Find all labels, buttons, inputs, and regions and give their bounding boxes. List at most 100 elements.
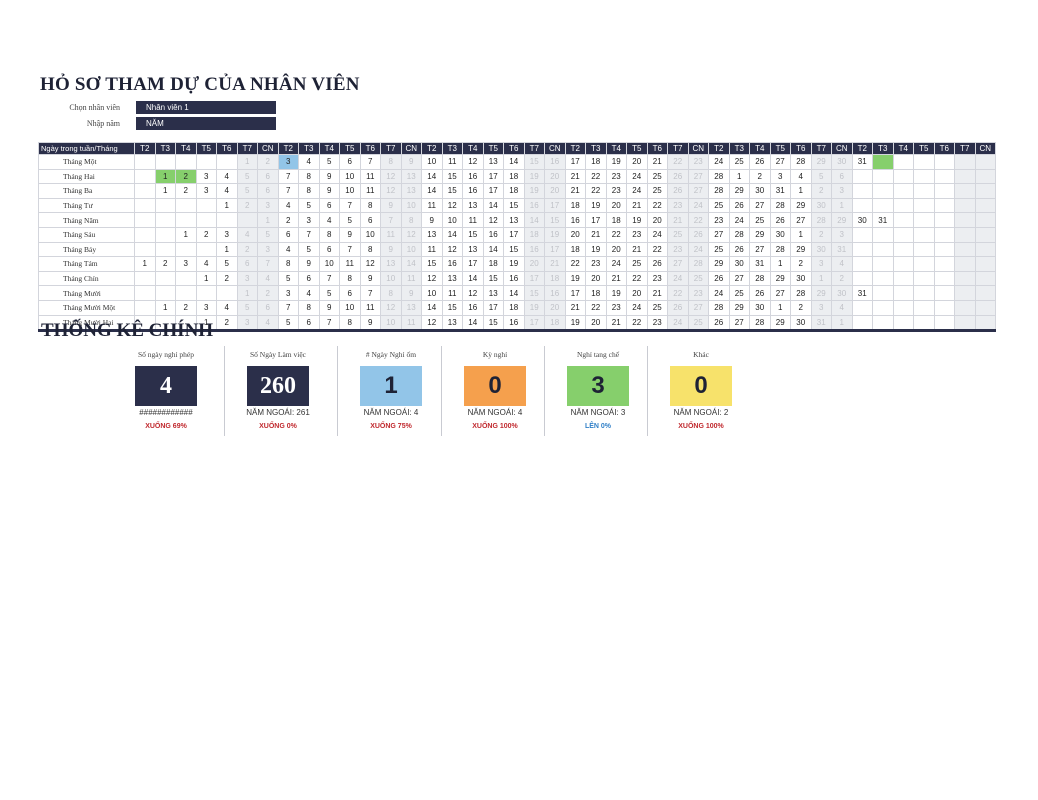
day-cell: 5 — [257, 226, 279, 243]
day-cell: 18 — [503, 168, 525, 185]
day-cell: 21 — [626, 197, 648, 214]
month-row: Tháng Sáu 1 2 3 4 5 6 7 8 9 10 11 12 13 14 15 16 17 18 19 20… — [38, 226, 996, 243]
month-row: Tháng Tư 1 2 3 4 5 6 7 8 9 10 11 12 13 14 15 16 17 18 19 20 2… — [38, 197, 996, 214]
day-cell — [954, 168, 976, 185]
day-cell — [175, 212, 197, 228]
weekday-header: T4 — [175, 142, 197, 155]
stat-change: XUỐNG 100% — [678, 423, 724, 430]
day-cell: 28 — [749, 314, 771, 332]
day-cell: 31 — [831, 241, 853, 258]
day-cell: 9 — [380, 197, 402, 214]
day-cell: 9 — [380, 241, 402, 258]
day-cell — [154, 270, 176, 287]
day-cell: 16 — [441, 256, 463, 272]
day-cell: 23 — [585, 256, 607, 272]
day-cell: 2 — [277, 212, 299, 228]
day-cell: 12 — [482, 212, 504, 228]
day-cell: 23 — [667, 241, 689, 258]
day-cell: 8 — [298, 168, 320, 185]
day-cell — [892, 241, 914, 258]
day-cell: 11 — [359, 299, 381, 316]
day-cell: 4 — [195, 256, 217, 272]
day-cell: 10 — [421, 285, 443, 301]
day-cell: 3 — [831, 226, 853, 243]
day-cell: 14 — [400, 256, 422, 272]
month-row: Tháng Mười 1 2 3 4 5 6 7 8 9 10 11 12 13 14 15 16 17 18 19 2… — [38, 285, 996, 301]
stat-card: Số Ngày Làm việc 260 NĂM NGOÁI: 261 XUỐNG 0… — [228, 346, 328, 438]
month-label: Tháng Sáu — [38, 226, 135, 243]
day-cell: 28 — [769, 197, 791, 214]
day-cell: 16 — [462, 183, 484, 199]
day-cell: 27 — [769, 285, 791, 301]
weekday-header: CN — [974, 142, 996, 155]
day-cell — [913, 154, 935, 170]
day-cell: 26 — [687, 226, 709, 243]
day-cell — [872, 256, 894, 272]
day-cell — [216, 154, 238, 170]
stat-divider — [224, 346, 225, 436]
day-cell: 5 — [236, 183, 258, 199]
day-cell — [892, 270, 914, 287]
day-cell: 3 — [769, 168, 791, 185]
day-cell — [872, 270, 894, 287]
day-cell: 16 — [523, 197, 545, 214]
weekday-header: T7 — [523, 142, 545, 155]
day-cell: 24 — [626, 299, 648, 316]
year-input[interactable]: NĂM — [136, 117, 276, 130]
day-cell: 21 — [626, 241, 648, 258]
weekday-header: T2 — [851, 142, 873, 155]
day-cell: 4 — [277, 197, 299, 214]
day-cell — [913, 256, 935, 272]
day-cell: 9 — [359, 314, 381, 332]
day-cell: 1 — [216, 197, 238, 214]
day-cell — [954, 299, 976, 316]
day-cell: 13 — [441, 270, 463, 287]
day-cell — [154, 241, 176, 258]
weekday-header: T5 — [482, 142, 504, 155]
day-cell: 14 — [482, 197, 504, 214]
day-cell: 11 — [421, 241, 443, 258]
day-cell — [134, 197, 156, 214]
day-cell: 12 — [462, 154, 484, 170]
day-cell: 2 — [831, 270, 853, 287]
day-cell: 13 — [503, 212, 525, 228]
day-cell: 14 — [523, 212, 545, 228]
employee-select[interactable]: Nhân viên 1 — [136, 101, 276, 114]
day-cell: 2 — [257, 285, 279, 301]
day-cell: 5 — [277, 270, 299, 287]
day-cell: 29 — [749, 226, 771, 243]
day-cell — [872, 168, 894, 185]
day-cell: 25 — [667, 226, 689, 243]
day-cell — [216, 212, 238, 228]
day-cell — [872, 299, 894, 316]
day-cell: 30 — [749, 299, 771, 316]
day-cell: 25 — [728, 285, 750, 301]
day-cell: 3 — [175, 256, 197, 272]
day-cell — [913, 226, 935, 243]
day-cell: 7 — [277, 168, 299, 185]
day-cell: 5 — [339, 212, 361, 228]
day-cell: 1 — [154, 168, 176, 185]
day-cell: 25 — [708, 197, 730, 214]
weekday-header: T5 — [626, 142, 648, 155]
day-cell — [974, 212, 996, 228]
day-cell: 29 — [790, 241, 812, 258]
day-cell: 28 — [687, 256, 709, 272]
day-cell — [892, 154, 914, 170]
day-cell: 11 — [421, 197, 443, 214]
day-cell — [913, 197, 935, 214]
day-cell — [933, 212, 955, 228]
day-cell: 28 — [790, 285, 812, 301]
day-cell — [892, 168, 914, 185]
day-cell: 6 — [339, 285, 361, 301]
day-cell: 24 — [708, 154, 730, 170]
day-cell: 14 — [462, 270, 484, 287]
month-label: Tháng Tư — [38, 197, 135, 214]
stat-value: 3 — [567, 366, 629, 406]
day-cell: 11 — [462, 212, 484, 228]
day-cell: 27 — [708, 226, 730, 243]
day-cell: 6 — [318, 241, 340, 258]
day-cell: 11 — [339, 256, 361, 272]
day-cell: 22 — [687, 212, 709, 228]
day-cell: 17 — [544, 241, 566, 258]
